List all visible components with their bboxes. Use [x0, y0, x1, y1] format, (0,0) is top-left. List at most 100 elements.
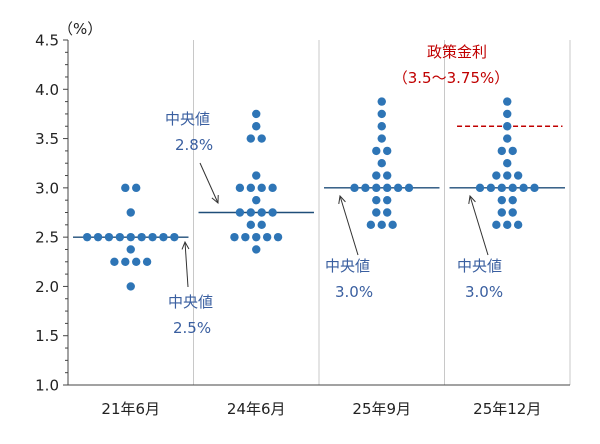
dot-21-6 [126, 232, 135, 242]
dot-21-6 [132, 183, 141, 193]
dot-24-6 [252, 109, 261, 119]
dot-24-6 [252, 232, 261, 242]
dot-25-12 [503, 171, 512, 180]
annotation-arrow-24-06 [199, 162, 219, 204]
median-label-21-06: 中央値 [168, 293, 213, 311]
dot-24-6 [273, 232, 283, 242]
dot-25-12 [492, 220, 501, 230]
dot-25-9 [404, 183, 414, 193]
y-unit-label: （%） [58, 20, 102, 38]
dot-25-9 [383, 195, 392, 205]
dot-24-6 [257, 134, 266, 143]
dot-21-6 [142, 257, 152, 266]
dot-25-9 [377, 134, 386, 143]
x-category-label-25-12: 25年12月 [473, 400, 541, 418]
median-value-25-09: 3.0% [335, 283, 373, 301]
annotation-arrow-25-09-head [338, 194, 346, 204]
dot-25-9 [361, 183, 370, 193]
dot-25-12 [508, 195, 517, 205]
dot-24-6 [268, 208, 277, 217]
dot-21-6 [121, 183, 130, 193]
dot-25-9 [366, 220, 376, 230]
dot-25-12 [519, 183, 528, 193]
dot-25-9 [383, 183, 392, 193]
median-label-25-09: 中央値 [325, 257, 370, 275]
dot-25-9 [350, 183, 359, 193]
policy-rate-label: 政策金利 [427, 43, 487, 61]
annotation-arrow-24-06-head [211, 194, 219, 205]
dot-25-12 [503, 220, 512, 230]
dot-25-12 [475, 183, 485, 193]
dot-25-9 [377, 159, 386, 168]
dot-25-9 [377, 109, 386, 119]
dot-21-6 [93, 232, 103, 242]
dot-25-12 [508, 146, 517, 156]
dot-24-6 [241, 232, 250, 242]
annotation-arrow-25-09 [339, 195, 359, 256]
dot-25-12 [503, 134, 512, 143]
dot-21-6 [170, 232, 179, 242]
dot-25-9 [393, 183, 403, 193]
median-value-21-06: 2.5% [173, 319, 211, 337]
dot-24-6 [252, 245, 261, 254]
dot-25-9 [383, 146, 392, 156]
median-label-25-12: 中央値 [457, 257, 502, 275]
dot-25-12 [513, 171, 523, 180]
x-category-label-25-9: 25年9月 [352, 400, 411, 418]
dots [82, 97, 539, 291]
y-tick-label: 1.0 [35, 377, 59, 395]
dot-25-12 [497, 183, 506, 193]
dot-24-6 [257, 183, 266, 193]
median-value-25-12: 3.0% [465, 283, 503, 301]
dot-24-6 [235, 183, 245, 193]
policy-rate-range-label: （3.5〜3.75%） [393, 69, 510, 87]
axes [63, 39, 570, 386]
dot-25-12 [508, 208, 517, 217]
dot-25-12 [486, 183, 496, 193]
dot-21-6 [137, 232, 146, 242]
dot-25-12 [513, 220, 523, 230]
x-category-label-21-6: 21年6月 [101, 400, 160, 418]
dot-25-9 [372, 195, 381, 205]
dot-24-6 [257, 208, 266, 217]
dot-21-6 [126, 282, 135, 291]
dot-25-12 [503, 97, 512, 106]
dot-25-12 [497, 208, 506, 217]
dot-24-6 [235, 208, 245, 217]
dot-24-6 [262, 232, 272, 242]
dot-25-9 [383, 171, 392, 180]
dot-24-6 [268, 183, 277, 193]
text-labels: （%） 政策金利 （3.5〜3.75%） 中央値 2.5% 中央値 2.8% 中… [35, 20, 541, 418]
y-tick-label: 1.5 [35, 327, 59, 345]
dot-25-9 [372, 183, 381, 193]
dot-24-6 [252, 171, 261, 180]
dot-21-6 [132, 257, 141, 266]
dot-25-12 [508, 183, 517, 193]
dot-21-6 [126, 245, 135, 254]
y-tick-label: 4.5 [35, 32, 59, 50]
dot-24-6 [246, 183, 255, 193]
annotation-arrow-21-06-head [181, 240, 190, 250]
dot-25-12 [503, 109, 512, 119]
y-tick-label: 2.0 [35, 278, 59, 296]
dot-24-6 [246, 208, 255, 217]
y-tick-label: 2.5 [35, 229, 59, 247]
dot-24-6 [246, 134, 255, 143]
dot-21-6 [148, 232, 157, 242]
dot-21-6 [115, 232, 125, 242]
median-label-24-06: 中央値 [165, 110, 210, 128]
dot-24-6 [252, 122, 261, 131]
dot-25-9 [377, 97, 386, 106]
dot-25-9 [388, 220, 397, 230]
dot-24-6 [252, 195, 261, 205]
dot-25-9 [372, 146, 381, 156]
dot-25-9 [383, 208, 392, 217]
dot-21-6 [82, 232, 92, 242]
dot-24-6 [246, 220, 255, 230]
annotation-arrow-25-12 [469, 195, 489, 256]
dot-25-9 [377, 220, 386, 230]
dot-25-12 [497, 146, 506, 156]
dot-25-12 [492, 171, 501, 180]
dot-21-6 [159, 232, 168, 242]
